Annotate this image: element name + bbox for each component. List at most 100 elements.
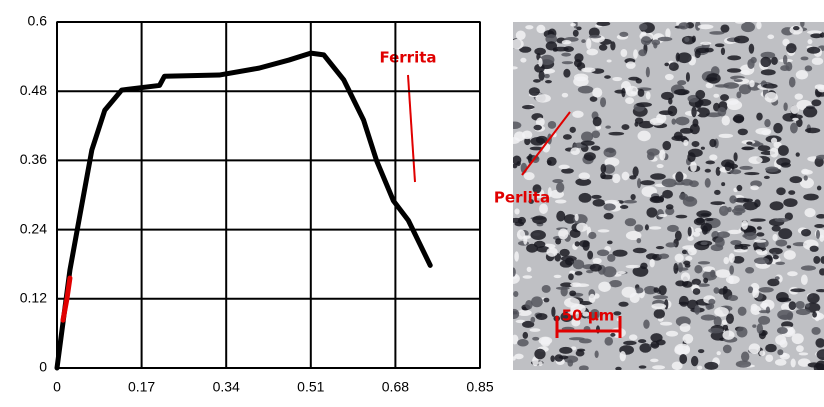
grain [776, 157, 791, 166]
grain [570, 22, 576, 27]
grain [700, 41, 712, 45]
grain [561, 40, 572, 45]
grain [776, 187, 786, 196]
grain [777, 297, 792, 302]
grain [637, 130, 651, 142]
grain [649, 226, 662, 230]
grain [625, 97, 635, 105]
grain [767, 278, 780, 287]
grain [729, 265, 735, 275]
grain [612, 249, 628, 257]
grain [700, 241, 708, 246]
grain [630, 91, 637, 95]
grain [640, 180, 655, 186]
grain [710, 201, 726, 206]
grain [687, 152, 696, 163]
grain [756, 22, 762, 30]
grain [621, 171, 630, 181]
grain [638, 23, 648, 31]
grain [515, 319, 526, 324]
grain [782, 54, 788, 65]
grain [586, 48, 599, 56]
grain [655, 246, 665, 250]
grain [563, 68, 571, 78]
y-tick-label: 0 [39, 359, 47, 375]
grain [690, 355, 699, 367]
grain [516, 161, 521, 167]
grain [747, 286, 754, 294]
grain [764, 92, 778, 103]
grain [561, 61, 574, 65]
grain [513, 121, 522, 129]
grain [600, 163, 607, 174]
grain [638, 49, 647, 57]
grain [674, 88, 690, 96]
grain [703, 277, 709, 284]
grain [597, 229, 610, 233]
grain [758, 315, 771, 325]
grain [675, 116, 690, 126]
grain [574, 271, 583, 276]
grain [603, 164, 615, 174]
grain [517, 309, 532, 317]
grain [556, 210, 566, 222]
grain [517, 339, 529, 347]
grain [645, 66, 650, 78]
grain [538, 57, 543, 67]
ferrita-pointer [407, 74, 416, 183]
grain [632, 247, 647, 254]
grain [741, 220, 748, 230]
grain [625, 264, 641, 269]
grain [604, 199, 620, 205]
grain [811, 327, 821, 335]
grain [767, 34, 775, 40]
grain [725, 275, 740, 284]
grain [784, 212, 793, 221]
grain [790, 122, 798, 134]
grain [765, 354, 774, 363]
data-line [54, 50, 433, 371]
grain [668, 97, 673, 105]
grain [692, 288, 701, 295]
grain [587, 250, 594, 260]
grain [716, 351, 721, 356]
grain [814, 156, 824, 168]
grain [535, 117, 545, 127]
grain [765, 343, 777, 353]
grain [531, 296, 543, 308]
grain [760, 69, 776, 76]
x-tick-label: 0.68 [382, 379, 409, 395]
grain [734, 22, 746, 24]
grain [551, 306, 556, 317]
grain [816, 214, 824, 219]
grain [777, 349, 784, 356]
grain [535, 313, 548, 320]
grain [589, 96, 598, 102]
perlita-pointer [521, 111, 571, 176]
grain [524, 137, 531, 146]
grain [713, 93, 720, 98]
scale-bar-label: 50 µm [562, 307, 615, 325]
grain [756, 112, 763, 121]
grain [765, 166, 779, 173]
grain [649, 258, 655, 268]
grain [656, 163, 664, 169]
grain [514, 353, 524, 360]
grain [538, 361, 543, 366]
grain [749, 80, 755, 88]
grain [815, 154, 824, 160]
grain [771, 56, 778, 66]
y-tick-label: 0.24 [20, 220, 47, 236]
grain [533, 124, 542, 131]
grain [643, 285, 657, 295]
grain [724, 161, 732, 172]
grain [715, 269, 731, 278]
grain [745, 267, 755, 274]
grain [677, 80, 687, 86]
grain [513, 334, 519, 345]
grain [685, 72, 690, 82]
grain [819, 268, 824, 276]
grain [800, 22, 805, 28]
grain [675, 267, 689, 271]
grain [729, 195, 737, 204]
